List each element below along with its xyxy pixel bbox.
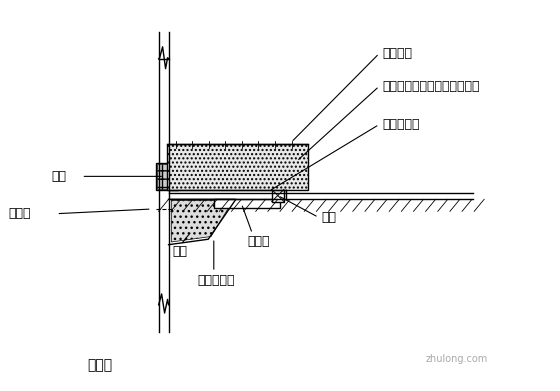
Text: 盖板: 盖板 bbox=[51, 170, 66, 183]
Text: 袋装水泥: 袋装水泥 bbox=[382, 47, 412, 60]
Text: zhulong.com: zhulong.com bbox=[426, 355, 488, 364]
Polygon shape bbox=[171, 201, 233, 242]
Text: 剖面图: 剖面图 bbox=[87, 358, 112, 372]
Bar bbox=[157, 164, 177, 189]
Text: 导流管: 导流管 bbox=[247, 235, 269, 248]
Text: 第二道围堰: 第二道围堰 bbox=[382, 118, 419, 131]
Bar bbox=[167, 143, 307, 190]
Text: 密闭材料（混凝土或双液浆）: 密闭材料（混凝土或双液浆） bbox=[382, 80, 479, 93]
Text: 碎石: 碎石 bbox=[172, 245, 188, 258]
Text: 第一道围堰: 第一道围堰 bbox=[197, 274, 235, 287]
Text: 漏水点: 漏水点 bbox=[8, 207, 31, 220]
Text: 阀门: 阀门 bbox=[321, 211, 337, 224]
Bar bbox=[214, 199, 280, 208]
Bar bbox=[272, 190, 284, 201]
Bar bbox=[156, 163, 178, 190]
